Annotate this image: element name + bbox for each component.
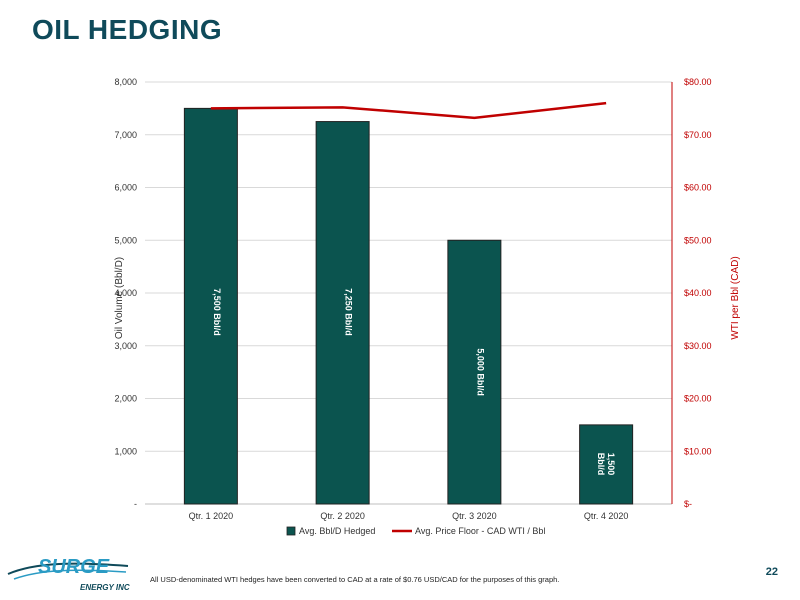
bar-series: [183, 107, 634, 505]
y-axis-left-title: Oil Volume (Bbl/D): [114, 257, 125, 339]
y-tick-label: 8,000: [114, 77, 137, 87]
y-tick-label: 5,000: [114, 235, 137, 245]
bar-data-label-line: Bbl/d: [596, 453, 606, 476]
y-right-tick-label: $20.00: [684, 394, 712, 404]
y-right-tick-label: $60.00: [684, 183, 712, 193]
x-axis: Qtr. 1 2020 Qtr. 2 2020 Qtr. 3 2020 Qtr. 4 …: [189, 511, 629, 521]
x-tick-label: Qtr. 2 2020: [320, 511, 365, 521]
x-tick-label: Qtr. 1 2020: [189, 511, 234, 521]
bar: [579, 424, 634, 505]
legend-label-bar: Avg. Bbl/D Hedged: [299, 526, 375, 536]
line-series: [210, 101, 607, 120]
bar-data-label: 5,000 Bbl/d: [475, 348, 485, 396]
logo-tagline: ENERGY INC: [80, 583, 130, 592]
y-tick-label: 6,000: [114, 183, 137, 193]
footnote: All USD-denominated WTI hedges have been…: [150, 575, 560, 584]
bar-data-label: 1,500Bbl/d: [596, 453, 616, 476]
bar-labels: 7,500 Bbl/d 7,250 Bbl/d 5,000 Bbl/d 1,500Bb…: [212, 288, 616, 475]
bar-data-label: 7,500 Bbl/d: [212, 288, 222, 336]
y-axis-left: - 1,000 2,000 3,000 4,000 5,000 6,000 7,000 8,00…: [114, 77, 137, 509]
y-right-tick-label: $-: [684, 499, 692, 509]
y-tick-label: -: [134, 499, 137, 509]
y-tick-label: 7,000: [114, 130, 137, 140]
surge-energy-logo: SURGE ENERGY INC: [7, 556, 130, 592]
y-right-tick-label: $80.00: [684, 77, 712, 87]
bar: [183, 107, 238, 505]
bar-data-label: 7,250 Bbl/d: [344, 288, 354, 336]
legend-label-line: Avg. Price Floor - CAD WTI / Bbl: [415, 526, 545, 536]
bar: [447, 239, 502, 505]
legend: Avg. Bbl/D Hedged Avg. Price Floor - CAD …: [286, 526, 545, 536]
bar: [315, 121, 370, 505]
y-tick-label: 4,000: [114, 288, 137, 298]
y-tick-label: 2,000: [114, 394, 137, 404]
price-floor-line: [210, 101, 607, 120]
x-tick-label: Qtr. 4 2020: [584, 511, 629, 521]
y-right-tick-label: $70.00: [684, 130, 712, 140]
logo-wordmark: SURGE: [38, 556, 110, 578]
legend-swatch-bar: [286, 526, 296, 536]
y-axis-right-title: WTI per Bbl (CAD): [730, 256, 741, 339]
x-tick-label: Qtr. 3 2020: [452, 511, 497, 521]
y-right-tick-label: $50.00: [684, 235, 712, 245]
y-tick-label: 1,000: [114, 446, 137, 456]
y-tick-label: 3,000: [114, 341, 137, 351]
y-right-tick-label: $30.00: [684, 341, 712, 351]
bar-data-label-line: 1,500: [606, 453, 616, 476]
page-title: OIL HEDGING: [32, 14, 223, 45]
page-number: 22: [765, 566, 778, 578]
y-axis-right: $- $10.00 $20.00 $30.00 $40.00 $50.00 $60.00 $7…: [671, 77, 712, 509]
y-right-tick-label: $40.00: [684, 288, 712, 298]
y-right-tick-label: $10.00: [684, 446, 712, 456]
